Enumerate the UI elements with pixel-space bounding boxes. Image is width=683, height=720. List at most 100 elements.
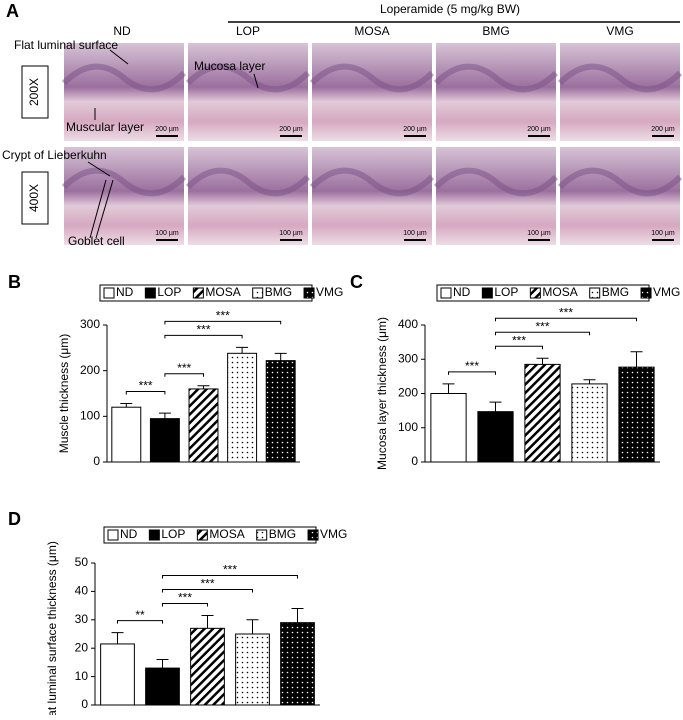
tissue-fold: [557, 167, 683, 197]
significance-bracket: [448, 371, 496, 375]
y-tick-label: 0: [411, 454, 418, 468]
annotation: Flat luminal surface: [14, 38, 118, 52]
y-tick-label: 0: [93, 454, 100, 468]
significance-label: ***: [177, 361, 191, 375]
error-bar: [120, 403, 133, 408]
y-axis-label: Mucosa layer thickness (μm): [375, 317, 389, 470]
tissue-fold: [309, 167, 435, 197]
error-bar: [246, 619, 259, 634]
scale-bar-label: 200 µm: [527, 126, 551, 133]
y-tick-label: 0: [81, 697, 88, 711]
tissue-fold: [61, 63, 187, 93]
significance-bracket: [162, 575, 298, 579]
y-tick-label: 200: [398, 386, 418, 400]
micrograph: [188, 147, 308, 245]
legend-label: LOP: [157, 285, 181, 299]
scale-bar-label: 100 µm: [527, 230, 551, 237]
micrograph: [560, 147, 680, 245]
legend-label: LOP: [494, 285, 518, 299]
scale-bar-label: 200 µm: [403, 126, 427, 133]
legend-label: ND: [116, 285, 134, 299]
legend-swatch: [148, 529, 160, 541]
legend-label: VMG: [316, 285, 343, 299]
bar: [430, 393, 467, 463]
scale-bar-label: 100 µm: [651, 230, 675, 237]
legend-swatch: [640, 287, 652, 299]
significance-bracket: [495, 345, 543, 350]
legend-swatch: [252, 287, 264, 299]
significance-label: ***: [535, 319, 549, 333]
legend-swatch: [589, 287, 601, 299]
scale-bar-label: 200 µm: [155, 126, 179, 133]
legend-label: MOSA: [542, 285, 577, 299]
legend-swatch: [103, 287, 115, 299]
legend-label: VMG: [653, 285, 680, 299]
significance-label: ***: [216, 309, 230, 323]
legend-label: LOP: [161, 527, 185, 541]
y-tick-label: 20: [75, 640, 89, 654]
y-axis-label: Flat luminal surface thickness (μm): [45, 541, 59, 715]
tissue-fold: [309, 63, 435, 93]
tissue-fold: [185, 167, 311, 197]
legend-swatch: [440, 287, 452, 299]
y-tick-label: 30: [75, 612, 89, 626]
significance-label: **: [135, 608, 145, 622]
row-label: 200X: [27, 78, 41, 106]
arrows: [87, 49, 259, 239]
group-label: LOP: [236, 24, 260, 38]
legend-label: BMG: [269, 527, 296, 541]
group-label: VMG: [606, 24, 633, 38]
micrograph: [560, 43, 680, 141]
error-bar: [536, 357, 549, 365]
error-bar: [156, 659, 169, 669]
legend-label: VMG: [320, 527, 347, 541]
bar: [235, 633, 270, 706]
significance-label: ***: [512, 333, 526, 347]
annotation: Goblet cell: [68, 234, 125, 248]
y-tick-label: 400: [398, 317, 418, 331]
bar: [145, 667, 180, 706]
y-tick-label: 50: [75, 555, 89, 569]
scale-bar-label: 200 µm: [651, 126, 675, 133]
micrograph: [312, 147, 432, 245]
y-axis-label: Muscle thickness (μm): [57, 334, 71, 454]
error-bar: [630, 351, 643, 368]
micrograph: [64, 147, 184, 245]
bar: [280, 622, 315, 706]
significance-bracket: [164, 320, 282, 325]
bar: [111, 406, 142, 463]
bar: [190, 627, 225, 706]
micrograph: [436, 43, 556, 141]
image-grid: [61, 43, 683, 245]
bar: [227, 352, 258, 463]
significance-bracket: [125, 391, 166, 395]
error-bar: [197, 385, 210, 389]
legend-swatch: [196, 529, 208, 541]
error-bar: [111, 632, 124, 644]
y-tick-label: 40: [75, 584, 89, 598]
significance-label: ***: [465, 359, 479, 373]
micrograph: [312, 43, 432, 141]
legend-swatch: [256, 529, 268, 541]
panel-label: C: [350, 272, 363, 292]
significance-bracket: [117, 620, 163, 624]
significance-bracket: [162, 603, 208, 607]
y-tick-label: 10: [75, 669, 89, 683]
legend-swatch: [192, 287, 204, 299]
tissue-fold: [557, 63, 683, 93]
annotation: Mucosa layer: [194, 59, 265, 73]
micrograph: [64, 43, 184, 141]
significance-label: ***: [223, 563, 237, 577]
significance-label: ***: [200, 577, 214, 591]
significance-bracket: [164, 373, 204, 377]
header: Loperamide (5 mg/kg BW): [380, 2, 520, 16]
legend-label: BMG: [265, 285, 292, 299]
error-bar: [489, 401, 502, 412]
tissue-fold: [433, 167, 559, 197]
bar: [477, 411, 514, 463]
legend-swatch: [529, 287, 541, 299]
legend-swatch: [144, 287, 156, 299]
row-box: [21, 171, 49, 225]
y-tick-label: 300: [80, 317, 100, 331]
